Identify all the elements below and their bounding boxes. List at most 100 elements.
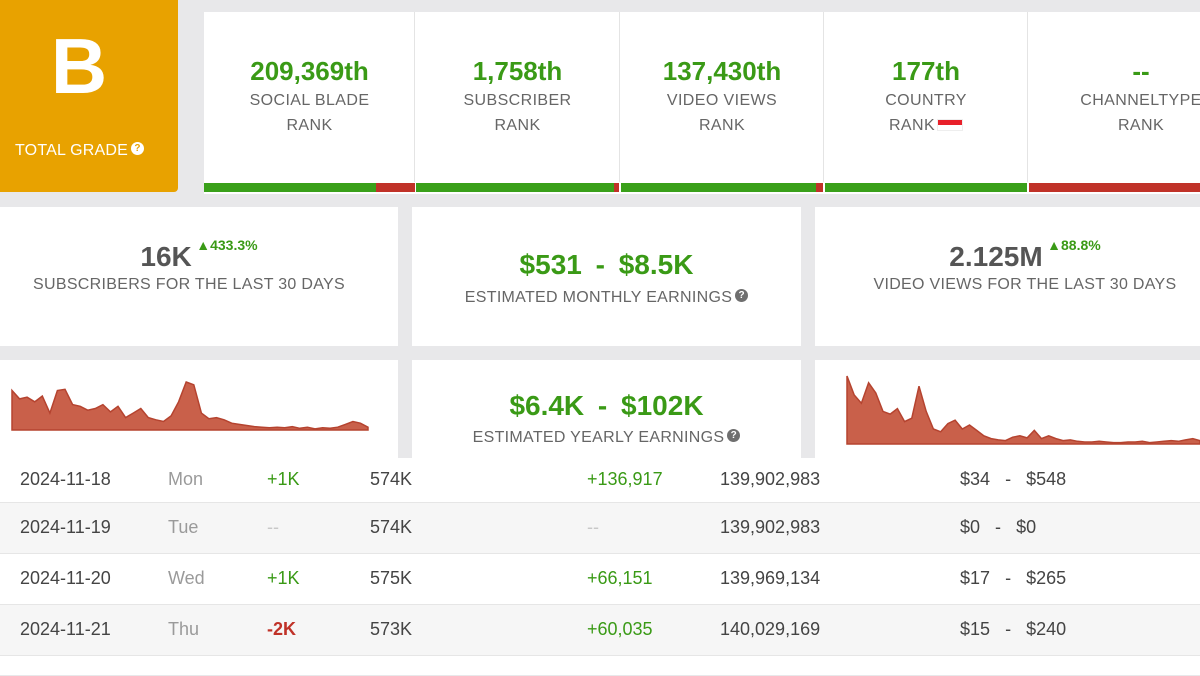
rank-value: -- [1132,56,1150,86]
divider [414,12,415,182]
divider [823,12,824,182]
date-cell: 2024-11-19 [20,517,111,537]
day-cell: Mon [168,469,204,489]
earnings-cell: $34 - $548 [960,461,1066,497]
subscribers-delta: ▲433.3% [196,237,258,253]
table-row[interactable]: 2024-11-19 Tue -- 574K -- 139,902,983 $0… [0,502,1200,554]
monthly-earnings-caption: ESTIMATED MONTHLY EARNINGS [464,289,733,306]
table-row-partial[interactable] [0,655,1200,676]
earnings-separator: - [1005,619,1012,639]
grade-letter: B [50,22,108,110]
rank-value: 137,430th [662,56,782,86]
day-cell: Thu [168,619,200,639]
views-cell: 139,902,983 [720,517,821,537]
date-cell: 2024-11-20 [20,568,111,588]
rank-label: RANK [1117,117,1165,134]
views-cell: 139,902,983 [720,469,821,489]
subscribers-delta-value: 433.3% [210,237,258,253]
subs-cell: 574K [370,517,413,537]
daily-stats-table: 2024-11-18 Mon +1K 574K +136,917 139,902… [0,458,1200,675]
rank-progress-bar [204,183,415,192]
stat-value-row: 2.125M ▲88.8% [815,237,1200,273]
views-caption: VIDEO VIEWS FOR THE LAST 30 DAYS [873,276,1177,293]
rank-label: RANK [888,117,936,134]
subs-delta-cell: +1K [267,568,300,588]
views-delta-cell: +60,035 [587,619,653,639]
views-sparkline-area [846,375,1200,445]
stat-value-row: 16K ▲433.3% [0,237,398,273]
rank-label: CHANNELTYPE [1080,92,1200,109]
subscribers-value: 16K [140,241,192,272]
bar-rest [376,183,415,192]
earnings-separator: - [995,517,1002,537]
day-cell: Tue [168,517,199,537]
bar-fill [204,183,376,192]
views-sparkline [846,375,1200,445]
subs-delta-cell: -- [267,517,279,537]
social-blade-rank-card: 209,369th SOCIAL BLADE RANK [204,12,415,194]
rank-label: RANK [698,117,746,134]
rank-value: 209,369th [250,56,369,86]
subscribers-30-days-card: 16K ▲433.3% SUBSCRIBERS FOR THE LAST 30 … [0,207,398,346]
table-row[interactable]: 2024-11-18 Mon +1K 574K +136,917 139,902… [0,458,1200,509]
subscribers-sparkline-card [0,360,398,458]
earnings-low: $0 [960,517,981,537]
rank-label: SOCIAL BLADE [249,92,370,109]
earnings-high: $0 [1016,517,1037,537]
bar-rest [816,183,823,192]
views-cell: 140,029,169 [720,619,821,639]
bar-fill [621,183,816,192]
divider [619,12,620,182]
total-grade-panel: B TOTAL GRADE? [0,0,178,192]
subscribers-sparkline [11,381,369,431]
bar-fill [416,183,614,192]
rank-label: SUBSCRIBER [463,92,572,109]
earnings-high: $548 [1026,469,1067,489]
rank-label: VIDEO VIEWS [666,92,778,109]
rank-label-with-flag: RANK [824,117,1028,135]
rank-panel: 209,369th SOCIAL BLADE RANK 1,758th SUBS… [204,12,1200,194]
help-icon[interactable]: ? [735,289,749,302]
views-delta-cell: +66,151 [587,568,653,588]
total-grade-text: TOTAL GRADE [15,142,129,159]
rank-progress-bar [1029,183,1200,192]
earnings-low: $34 [960,469,991,489]
table-row[interactable]: 2024-11-20 Wed +1K 575K +66,151 139,969,… [0,553,1200,605]
earnings-high: $265 [1026,568,1067,588]
date-cell: 2024-11-21 [20,619,111,639]
bar-rest [1029,183,1200,192]
help-icon[interactable]: ? [131,142,145,155]
table-row[interactable]: 2024-11-21 Thu -2K 573K +60,035 140,029,… [0,604,1200,656]
rank-value: 177th [892,56,960,86]
subs-delta-cell: -2K [267,619,297,639]
views-30-days-card: 2.125M ▲88.8% VIDEO VIEWS FOR THE LAST 3… [815,207,1200,346]
subs-cell: 573K [370,619,413,639]
views-cell: 139,969,134 [720,568,821,588]
day-cell: Wed [168,568,205,588]
subs-cell: 575K [370,568,413,588]
earnings-low: $17 [960,568,991,588]
bar-rest [614,183,619,192]
earnings-cell: $15 - $240 [960,611,1066,647]
country-rank-card: 177th COUNTRY RANK [824,12,1028,194]
earnings-high: $240 [1026,619,1067,639]
views-delta: ▲88.8% [1047,237,1101,253]
yearly-earnings-card: $6.4K - $102K ESTIMATED YEARLY EARNINGS? [412,360,801,458]
divider [1027,12,1028,182]
monthly-earnings-caption-row: ESTIMATED MONTHLY EARNINGS? [412,289,801,307]
rank-value: 1,758th [472,56,563,86]
rank-label: COUNTRY [885,92,967,109]
views-delta-value: 88.8% [1061,237,1101,253]
help-icon[interactable]: ? [727,429,741,442]
rank-progress-bar [416,183,619,192]
subscriber-rank-card: 1,758th SUBSCRIBER RANK [415,12,620,194]
total-grade-label: TOTAL GRADE? [15,142,145,160]
earnings-separator: - [1005,568,1012,588]
yearly-earnings-caption: ESTIMATED YEARLY EARNINGS [472,429,725,446]
channeltype-rank-card: -- CHANNELTYPE RANK [1028,12,1200,194]
rank-label: RANK [286,117,333,134]
yearly-earnings-caption-row: ESTIMATED YEARLY EARNINGS? [412,429,801,447]
views-delta-cell: +136,917 [587,469,663,489]
video-views-rank-card: 137,430th VIDEO VIEWS RANK [620,12,824,194]
monthly-earnings-row: $531 - $8.5K [412,249,801,281]
